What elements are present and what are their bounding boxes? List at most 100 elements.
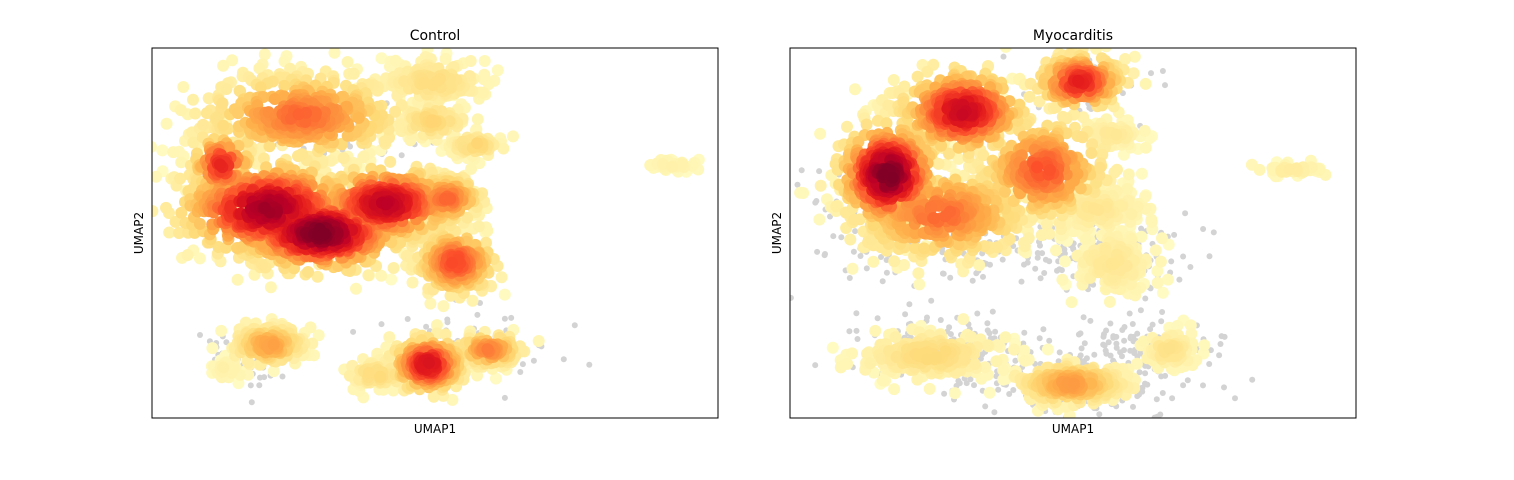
density-point	[383, 331, 396, 344]
density-point	[495, 271, 508, 284]
y-axis-label-control: UMAP2	[132, 212, 146, 254]
grey-point	[1206, 253, 1213, 260]
grey-point	[974, 310, 981, 317]
grey-point	[1021, 329, 1028, 336]
grey-point	[347, 143, 354, 150]
density-point	[656, 158, 669, 170]
grey-point	[1021, 261, 1027, 268]
density-point	[471, 113, 484, 126]
density-point	[384, 155, 397, 168]
grey-point	[1046, 258, 1053, 265]
grey-point	[992, 328, 999, 335]
density-point	[478, 68, 491, 81]
density-point	[889, 331, 902, 344]
scatter-points-control	[152, 48, 705, 406]
grey-point	[941, 390, 948, 397]
density-point	[912, 267, 925, 280]
grey-point	[1078, 345, 1085, 352]
grey-point	[1037, 275, 1044, 282]
grey-point	[1168, 258, 1175, 265]
grey-point	[423, 323, 430, 330]
density-point	[387, 262, 400, 274]
grey-point	[1130, 403, 1136, 410]
grey-point	[1121, 337, 1128, 344]
grey-point	[1221, 384, 1227, 391]
scatter-points-myocarditis	[790, 48, 1332, 418]
grey-point	[794, 181, 801, 188]
density-point	[913, 278, 926, 291]
density-point	[202, 92, 215, 105]
grey-point	[1077, 352, 1084, 359]
density-point	[424, 297, 437, 310]
grey-point	[1148, 70, 1154, 77]
grey-point	[1142, 295, 1149, 302]
x-axis-label-control: UMAP1	[414, 422, 456, 436]
density-point	[427, 390, 440, 403]
grey-point	[1171, 231, 1178, 238]
grey-point	[1200, 226, 1207, 232]
grey-point	[963, 380, 970, 387]
density-point	[175, 156, 188, 169]
density-point	[1171, 319, 1184, 332]
density-point	[288, 262, 301, 275]
density-point	[973, 259, 986, 272]
density-point	[317, 228, 329, 241]
grey-point	[1136, 369, 1143, 376]
grey-point	[1216, 352, 1223, 359]
density-point	[175, 206, 188, 219]
density-point	[278, 90, 291, 103]
density-point	[1151, 276, 1164, 289]
grey-point	[247, 382, 254, 389]
grey-point	[501, 315, 508, 322]
grey-point	[1100, 333, 1107, 340]
density-point	[480, 236, 492, 249]
grey-point	[1217, 341, 1224, 347]
density-point	[152, 170, 162, 183]
density-point	[380, 341, 393, 354]
grey-point	[1018, 278, 1025, 285]
grey-point	[946, 324, 953, 331]
plot-frame-control	[151, 47, 719, 419]
density-point	[948, 387, 961, 400]
density-point	[1008, 343, 1020, 356]
density-point	[1103, 295, 1116, 308]
density-point	[887, 74, 900, 86]
density-point	[841, 357, 854, 370]
grey-point	[971, 382, 977, 389]
grey-point	[790, 294, 794, 301]
density-point	[197, 118, 209, 131]
density-point	[347, 67, 360, 80]
density-point	[210, 111, 223, 124]
grey-point	[939, 249, 946, 256]
grey-point	[1119, 327, 1126, 333]
grey-point	[1032, 265, 1039, 272]
grey-point	[1154, 413, 1161, 418]
density-point	[400, 249, 413, 262]
grey-point	[947, 274, 954, 281]
density-point	[676, 158, 689, 171]
density-point	[1121, 182, 1134, 195]
density-point	[193, 252, 206, 265]
grey-point	[1134, 393, 1141, 400]
density-point	[226, 54, 239, 67]
grey-point	[444, 316, 451, 323]
grey-point	[857, 253, 864, 259]
density-point	[444, 289, 457, 302]
grey-point	[1012, 357, 1019, 364]
density-point	[439, 328, 452, 341]
density-point	[1154, 255, 1167, 268]
density-point	[187, 93, 199, 106]
density-point	[979, 361, 991, 374]
density-point	[433, 72, 446, 85]
density-point	[464, 55, 477, 67]
grey-point	[1000, 53, 1007, 60]
density-point	[797, 187, 810, 199]
grey-point	[1113, 344, 1120, 351]
grey-point	[821, 252, 828, 259]
grey-point	[1149, 321, 1156, 328]
chart-title-control: Control	[410, 28, 461, 44]
grey-point	[853, 327, 860, 334]
grey-point	[474, 311, 481, 318]
grey-point	[197, 332, 203, 338]
density-point	[292, 108, 305, 121]
